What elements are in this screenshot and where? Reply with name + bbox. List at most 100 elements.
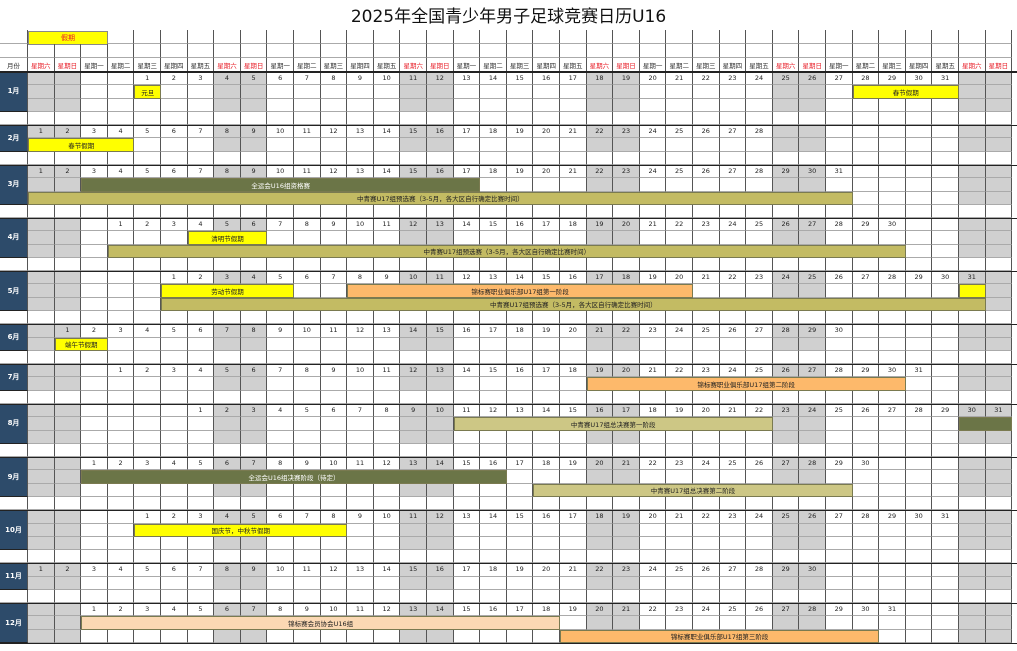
empty-cell[interactable]: [54, 284, 82, 298]
empty-cell[interactable]: [772, 284, 800, 298]
empty-cell[interactable]: [613, 337, 640, 351]
empty-cell[interactable]: [533, 98, 560, 112]
empty-cell[interactable]: [959, 164, 986, 179]
event-bar[interactable]: 中青赛U17组预选赛（3-5月，各大区自行确定比赛时间）: [107, 244, 906, 258]
empty-cell[interactable]: [267, 85, 294, 99]
empty-cell[interactable]: [639, 138, 667, 152]
day-cell[interactable]: 22: [693, 72, 720, 86]
empty-cell[interactable]: [959, 98, 986, 112]
day-cell[interactable]: 31: [905, 364, 933, 378]
empty-cell[interactable]: [905, 125, 933, 139]
empty-cell[interactable]: [932, 138, 959, 152]
empty-cell[interactable]: [985, 218, 1013, 232]
day-cell[interactable]: 18: [560, 364, 587, 378]
empty-cell[interactable]: [400, 430, 427, 444]
empty-cell[interactable]: [799, 98, 826, 112]
day-cell[interactable]: 25: [746, 218, 773, 232]
empty-cell[interactable]: [28, 576, 55, 590]
empty-cell[interactable]: [373, 98, 401, 112]
empty-cell[interactable]: [28, 404, 55, 418]
day-cell[interactable]: 26: [746, 603, 773, 617]
empty-cell[interactable]: [81, 284, 108, 298]
day-cell[interactable]: 24: [639, 563, 667, 577]
empty-cell[interactable]: [28, 271, 55, 285]
day-cell[interactable]: 8: [267, 457, 294, 471]
empty-cell[interactable]: [932, 457, 959, 471]
empty-cell[interactable]: [294, 138, 321, 152]
day-cell[interactable]: 8: [320, 510, 348, 524]
day-cell[interactable]: 24: [746, 72, 773, 86]
empty-cell[interactable]: [294, 231, 321, 245]
day-cell[interactable]: 9: [267, 324, 294, 338]
day-cell[interactable]: 14: [373, 164, 401, 179]
day-cell[interactable]: 9: [294, 603, 321, 617]
day-cell[interactable]: 23: [719, 72, 747, 86]
day-cell[interactable]: 12: [400, 218, 427, 232]
empty-cell[interactable]: [613, 536, 640, 551]
empty-cell[interactable]: [932, 470, 959, 484]
empty-cell[interactable]: [719, 85, 747, 99]
day-cell[interactable]: 2: [107, 603, 135, 617]
day-cell[interactable]: 18: [480, 164, 507, 179]
empty-cell[interactable]: [985, 510, 1013, 524]
day-cell[interactable]: 7: [240, 603, 268, 617]
empty-cell[interactable]: [985, 603, 1013, 617]
empty-cell[interactable]: [480, 430, 507, 444]
day-cell[interactable]: 3: [161, 218, 188, 232]
empty-cell[interactable]: [799, 430, 826, 444]
empty-cell[interactable]: [932, 98, 959, 112]
empty-cell[interactable]: [54, 85, 82, 99]
empty-cell[interactable]: [746, 231, 773, 245]
empty-cell[interactable]: [240, 377, 268, 391]
day-cell[interactable]: 5: [187, 603, 215, 617]
day-cell[interactable]: 23: [693, 364, 720, 378]
empty-cell[interactable]: [905, 430, 933, 444]
day-cell[interactable]: 25: [666, 563, 693, 577]
empty-cell[interactable]: [214, 629, 241, 644]
empty-cell[interactable]: [347, 231, 374, 245]
empty-cell[interactable]: [533, 337, 560, 351]
empty-cell[interactable]: [586, 576, 614, 590]
empty-cell[interactable]: [799, 337, 826, 351]
day-cell[interactable]: 10: [400, 271, 427, 285]
empty-cell[interactable]: [905, 457, 933, 471]
empty-cell[interactable]: [54, 377, 82, 391]
empty-cell[interactable]: [54, 483, 82, 497]
empty-cell[interactable]: [879, 536, 906, 551]
day-cell[interactable]: 20: [586, 457, 614, 471]
empty-cell[interactable]: [959, 430, 986, 444]
empty-cell[interactable]: [852, 616, 880, 630]
day-cell[interactable]: 8: [294, 218, 321, 232]
event-bar[interactable]: 全运会U16组决赛阶段（待定）: [81, 470, 507, 484]
empty-cell[interactable]: [81, 510, 108, 524]
day-cell[interactable]: 24: [799, 404, 826, 418]
empty-cell[interactable]: [799, 417, 826, 431]
day-cell[interactable]: 27: [719, 125, 747, 139]
day-cell[interactable]: 9: [240, 563, 268, 577]
day-cell[interactable]: 16: [506, 218, 534, 232]
empty-cell[interactable]: [28, 377, 55, 391]
empty-cell[interactable]: [852, 483, 880, 497]
empty-cell[interactable]: [134, 377, 161, 391]
empty-cell[interactable]: [294, 377, 321, 391]
day-cell[interactable]: 25: [719, 603, 747, 617]
empty-cell[interactable]: [959, 523, 986, 537]
empty-cell[interactable]: [959, 510, 986, 524]
empty-cell[interactable]: [932, 603, 959, 617]
day-cell[interactable]: 5: [214, 364, 241, 378]
empty-cell[interactable]: [959, 218, 986, 232]
day-cell[interactable]: 28: [905, 404, 933, 418]
day-cell[interactable]: 4: [214, 510, 241, 524]
day-cell[interactable]: 22: [586, 125, 614, 139]
empty-cell[interactable]: [666, 523, 693, 537]
empty-cell[interactable]: [879, 629, 906, 644]
empty-cell[interactable]: [719, 284, 747, 298]
day-cell[interactable]: 12: [453, 271, 481, 285]
empty-cell[interactable]: [134, 98, 161, 112]
empty-cell[interactable]: [453, 536, 481, 551]
day-cell[interactable]: 8: [373, 404, 401, 418]
empty-cell[interactable]: [826, 430, 853, 444]
empty-cell[interactable]: [107, 72, 135, 86]
empty-cell[interactable]: [613, 523, 640, 537]
empty-cell[interactable]: [107, 523, 135, 537]
